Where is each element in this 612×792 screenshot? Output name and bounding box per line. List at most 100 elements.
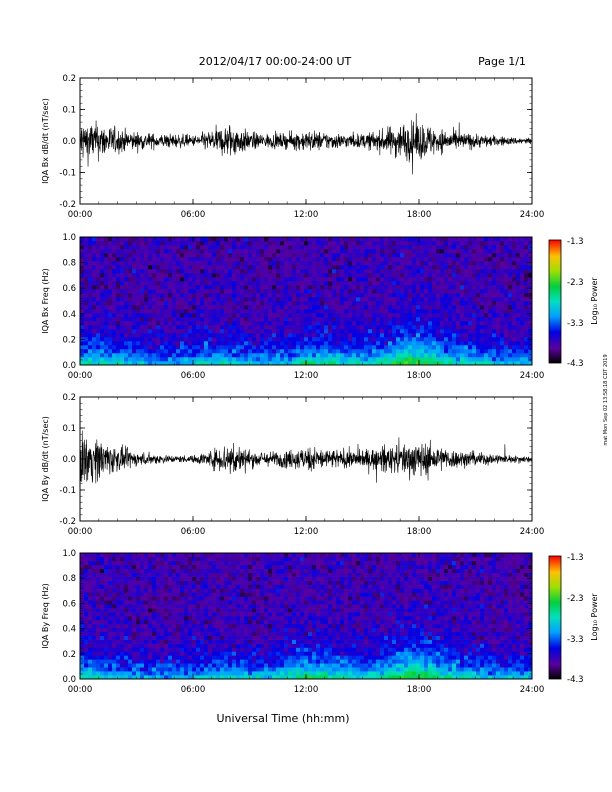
spectrogram-cell	[368, 273, 373, 278]
spectrogram-cell	[352, 273, 357, 278]
spectrogram-cell	[140, 313, 145, 318]
spectrogram-cell	[192, 269, 197, 274]
spectrogram-cell	[504, 337, 509, 342]
spectrogram-cell	[172, 329, 177, 334]
spectrogram-cell	[444, 257, 449, 262]
spectrogram-cell	[204, 237, 209, 242]
spectrogram-cell	[428, 301, 433, 306]
spectrogram-cell	[92, 608, 97, 613]
spectrogram-cell	[220, 249, 225, 254]
spectrogram-cell	[124, 329, 129, 334]
spectrogram-cell	[168, 659, 173, 664]
spectrogram-cell	[128, 604, 133, 609]
spectrogram-cell	[88, 612, 93, 617]
spectrogram-cell	[256, 277, 261, 282]
spectrogram-cell	[88, 293, 93, 298]
spectrogram-cell	[164, 237, 169, 242]
spectrogram-cell	[292, 313, 297, 318]
spectrogram-cell	[400, 353, 405, 358]
spectrogram-cell	[168, 604, 173, 609]
spectrogram-cell	[312, 293, 317, 298]
spectrogram-cell	[96, 608, 101, 613]
spectrogram-cell	[88, 584, 93, 589]
spectrogram-cell	[340, 253, 345, 258]
spectrogram-cell	[140, 627, 145, 633]
spectrogram-cell	[132, 655, 137, 660]
spectrogram-cell	[240, 325, 245, 330]
spectrogram-cell	[252, 345, 257, 350]
spectrogram-cell	[464, 353, 469, 358]
spectrogram-cell	[92, 317, 97, 322]
spectrogram-cell	[92, 285, 97, 290]
spectrogram-cell	[300, 357, 305, 362]
spectrogram-cell	[432, 277, 437, 282]
spectrogram-cell	[104, 353, 109, 358]
spectrogram-cell	[324, 341, 329, 346]
spectrogram-cell	[184, 305, 189, 310]
spectrogram-cell	[468, 277, 473, 282]
spectrogram-cell	[528, 257, 533, 262]
spectrogram-cell	[144, 253, 149, 258]
spectrogram-cell	[448, 277, 453, 282]
spectrogram-cell	[328, 329, 333, 334]
spectrogram-cell	[296, 353, 301, 358]
spectrogram-cell	[124, 659, 129, 664]
spectrogram-cell	[188, 675, 193, 680]
spectrogram-cell	[148, 353, 153, 358]
spectrogram-cell	[180, 651, 185, 656]
spectrogram-cell	[444, 313, 449, 318]
spectrogram-cell	[376, 313, 381, 318]
spectrogram-cell	[280, 265, 285, 270]
spectrogram-cell	[104, 281, 109, 286]
spectrogram-cell	[120, 556, 125, 562]
spectrogram-cell	[188, 309, 193, 314]
spectrogram-cell	[116, 612, 121, 617]
spectrogram-cell	[208, 361, 213, 366]
spectrogram-cell	[468, 249, 473, 254]
spectrogram-cell	[108, 553, 113, 558]
spectrogram-cell	[208, 277, 213, 282]
spectrogram-cell	[160, 592, 165, 597]
spectrogram-cell	[324, 257, 329, 262]
spectrogram-cell	[208, 333, 213, 338]
spectrogram-cell	[416, 289, 421, 294]
spectrogram-cell	[104, 309, 109, 314]
spectrogram-cell	[396, 301, 401, 306]
spectrogram-cell	[220, 257, 225, 262]
spectrogram-cell	[388, 353, 393, 358]
spectrogram-cell	[252, 361, 257, 366]
spectrogram-cell	[192, 619, 197, 625]
spectrogram-cell	[252, 325, 257, 330]
spectrogram-cell	[444, 333, 449, 338]
spectrogram-cell	[504, 273, 509, 278]
spectrogram-cell	[168, 627, 173, 633]
spectrogram-cell	[428, 337, 433, 342]
spectrogram-cell	[516, 325, 521, 330]
spectrogram-cell	[120, 265, 125, 270]
spectrogram-cell	[284, 333, 289, 338]
spectrogram-cell	[108, 556, 113, 562]
spectrogram-cell	[108, 584, 113, 589]
spectrogram-cell	[184, 245, 189, 250]
spectrogram-cell	[192, 357, 197, 362]
spectrogram-cell	[280, 257, 285, 262]
spectrogram-cell	[416, 345, 421, 350]
spectrogram-cell	[320, 345, 325, 350]
spectrogram-cell	[488, 297, 493, 302]
spectrogram-cell	[376, 265, 381, 270]
spectrogram-cell	[448, 309, 453, 314]
spectrogram-cell	[244, 273, 249, 278]
spectrogram-cell	[188, 619, 193, 625]
spectrogram-cell	[472, 297, 477, 302]
spectrogram-cell	[368, 345, 373, 350]
spectrogram-cell	[176, 297, 181, 302]
spectrogram-cell	[148, 345, 153, 350]
spectrogram-cell	[344, 357, 349, 362]
spectrogram-cell	[224, 309, 229, 314]
spectrogram-cell	[172, 596, 177, 601]
spectrogram-cell	[128, 281, 133, 286]
spectrogram-cell	[148, 631, 153, 636]
spectrogram-cell	[188, 253, 193, 258]
spectrogram-cell	[132, 647, 137, 652]
spectrogram-cell	[348, 329, 353, 334]
